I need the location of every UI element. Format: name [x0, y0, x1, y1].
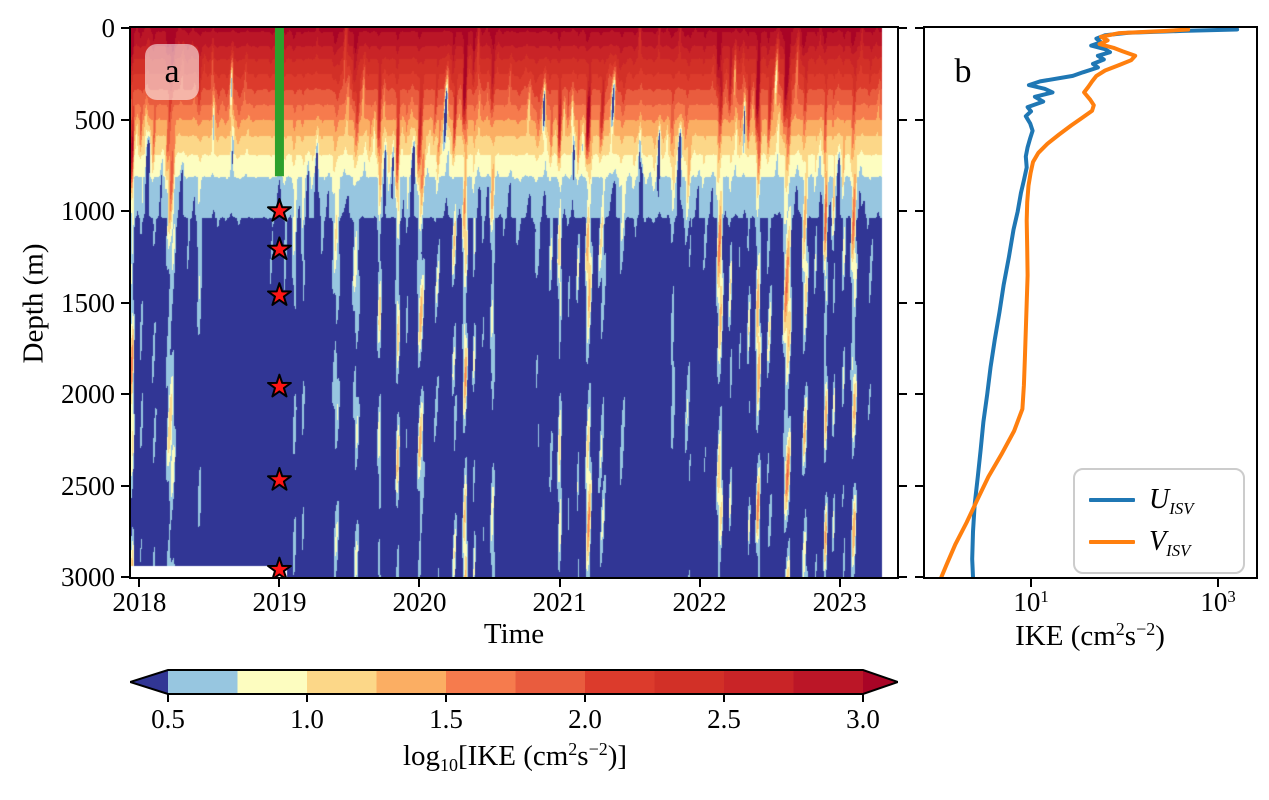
panel-b-x-axis-label: IKE (cm2s−2) — [1015, 619, 1165, 652]
panel-a-y-tick — [121, 210, 129, 212]
tick-base: 10 — [1013, 587, 1041, 617]
panel-a-axes: a — [129, 26, 899, 579]
legend: UISV VISV — [1073, 468, 1245, 574]
panel-b-y-tick — [915, 576, 923, 578]
panel-a-x-tick — [278, 579, 281, 587]
colorbar-tick-label: 2.5 — [707, 704, 741, 734]
tick-exponent: 3 — [1227, 586, 1236, 606]
profile-line-v_isv — [939, 28, 1191, 577]
mooring-line-marker — [274, 28, 284, 177]
x-tick-label: 2023 — [812, 587, 867, 617]
panel-b-axes: b UISV VISV — [923, 26, 1258, 579]
legend-label-visv: VISV — [1149, 526, 1191, 560]
panel-b-y-tick — [915, 118, 923, 121]
panel-a-x-tick — [698, 579, 701, 587]
colorbar — [130, 669, 898, 702]
legend-line-sample-u — [1089, 498, 1135, 502]
instrument-star-marker — [267, 198, 292, 222]
panel-b-x-tick — [1030, 579, 1032, 587]
panel-a-y-tick — [121, 484, 129, 487]
colorbar-segment — [793, 670, 864, 694]
colorbar-segment — [446, 670, 517, 694]
y-tick-label: 1000 — [61, 196, 115, 226]
panel-a-y-tick — [121, 118, 129, 121]
x-tick-label: 2019 — [252, 587, 307, 617]
panel-a-letter-box: a — [145, 44, 199, 100]
panel-a-y-tick — [121, 393, 129, 395]
panel-a-y-tick — [121, 301, 129, 304]
x-tick-label: 2018 — [112, 587, 167, 617]
ike-heatmap — [131, 28, 897, 577]
instrument-star-marker — [267, 556, 292, 577]
colorbar-segment — [168, 670, 239, 694]
x-tick-label: 2020 — [392, 587, 447, 617]
legend-line-sample-v — [1089, 540, 1135, 544]
panel-a-y-tick-right — [899, 301, 907, 304]
instrument-star-marker — [267, 467, 292, 491]
panel-a-y-tick-right — [899, 393, 907, 395]
colorbar-segment — [654, 670, 725, 694]
colorbar-segment — [237, 670, 308, 694]
instrument-star-marker — [267, 282, 292, 306]
y-tick-label: 0 — [101, 13, 116, 43]
colorbar-tick-label: 0.5 — [151, 704, 185, 734]
panel-a-y-tick — [121, 27, 129, 29]
colorbar-tick-label: 3.0 — [846, 704, 880, 734]
profile-line-u_isv — [970, 28, 1240, 577]
panel-a-x-axis-label: Time — [483, 618, 545, 650]
y-tick-label: 3000 — [61, 562, 115, 592]
colorbar-segment — [376, 670, 447, 694]
legend-item-visv: VISV — [1075, 526, 1243, 560]
panel-a-x-tick — [558, 579, 561, 587]
tick-exponent: 1 — [1040, 586, 1049, 606]
panel-a-y-tick — [121, 576, 129, 578]
panel-a-letter: a — [164, 53, 180, 90]
colorbar-label: log10[IKE (cm2s−2)] — [402, 739, 628, 776]
panel-b-x-tick-label: 101 — [996, 586, 1066, 617]
y-tick-label: 2000 — [61, 379, 115, 409]
panel-a-y-tick-right — [899, 484, 907, 487]
panel-b-x-tick-label: 103 — [1183, 586, 1253, 617]
panel-a-x-tick — [138, 579, 141, 587]
colorbar-tick-label: 1.5 — [429, 704, 463, 734]
colorbar-tick-label: 1.0 — [290, 704, 324, 734]
panel-b-letter: b — [954, 53, 972, 90]
y-tick-label: 2500 — [61, 470, 115, 501]
panel-a-y-tick-right — [899, 118, 907, 121]
panel-a-x-tick — [418, 579, 421, 587]
panel-a-y-tick-right — [899, 27, 907, 29]
panel-b-y-tick — [915, 27, 923, 29]
colorbar-segment — [307, 670, 378, 694]
y-tick-label: 1500 — [61, 287, 115, 318]
y-tick-label: 500 — [74, 104, 116, 135]
panel-a-y-tick-right — [899, 576, 907, 578]
panel-b-y-tick — [915, 393, 923, 395]
panel-b-y-tick — [915, 210, 923, 212]
legend-label-uisv: UISV — [1149, 484, 1194, 518]
ike-profile-plot — [939, 28, 1240, 577]
colorbar-shape — [130, 670, 168, 694]
colorbar-shape — [863, 670, 898, 694]
instrument-star-marker — [267, 236, 292, 261]
x-tick-label: 2021 — [532, 587, 587, 617]
x-tick-label: 2022 — [672, 587, 727, 617]
mooring-overlay — [267, 28, 292, 577]
panel-b-x-tick — [1217, 579, 1219, 587]
panel-a-y-tick-right — [899, 210, 907, 212]
legend-item-uisv: UISV — [1075, 484, 1243, 518]
colorbar-tick-label: 2.0 — [568, 704, 602, 734]
colorbar-segment — [724, 670, 795, 694]
colorbar-segment — [585, 670, 656, 694]
instrument-star-marker — [267, 373, 292, 398]
panel-b-y-tick — [915, 484, 923, 487]
panel-a-x-tick — [838, 579, 841, 587]
colorbar-segment — [515, 670, 586, 694]
panel-b-y-tick — [915, 301, 923, 304]
tick-base: 10 — [1200, 587, 1228, 617]
panel-b-letter-box: b — [943, 44, 983, 100]
